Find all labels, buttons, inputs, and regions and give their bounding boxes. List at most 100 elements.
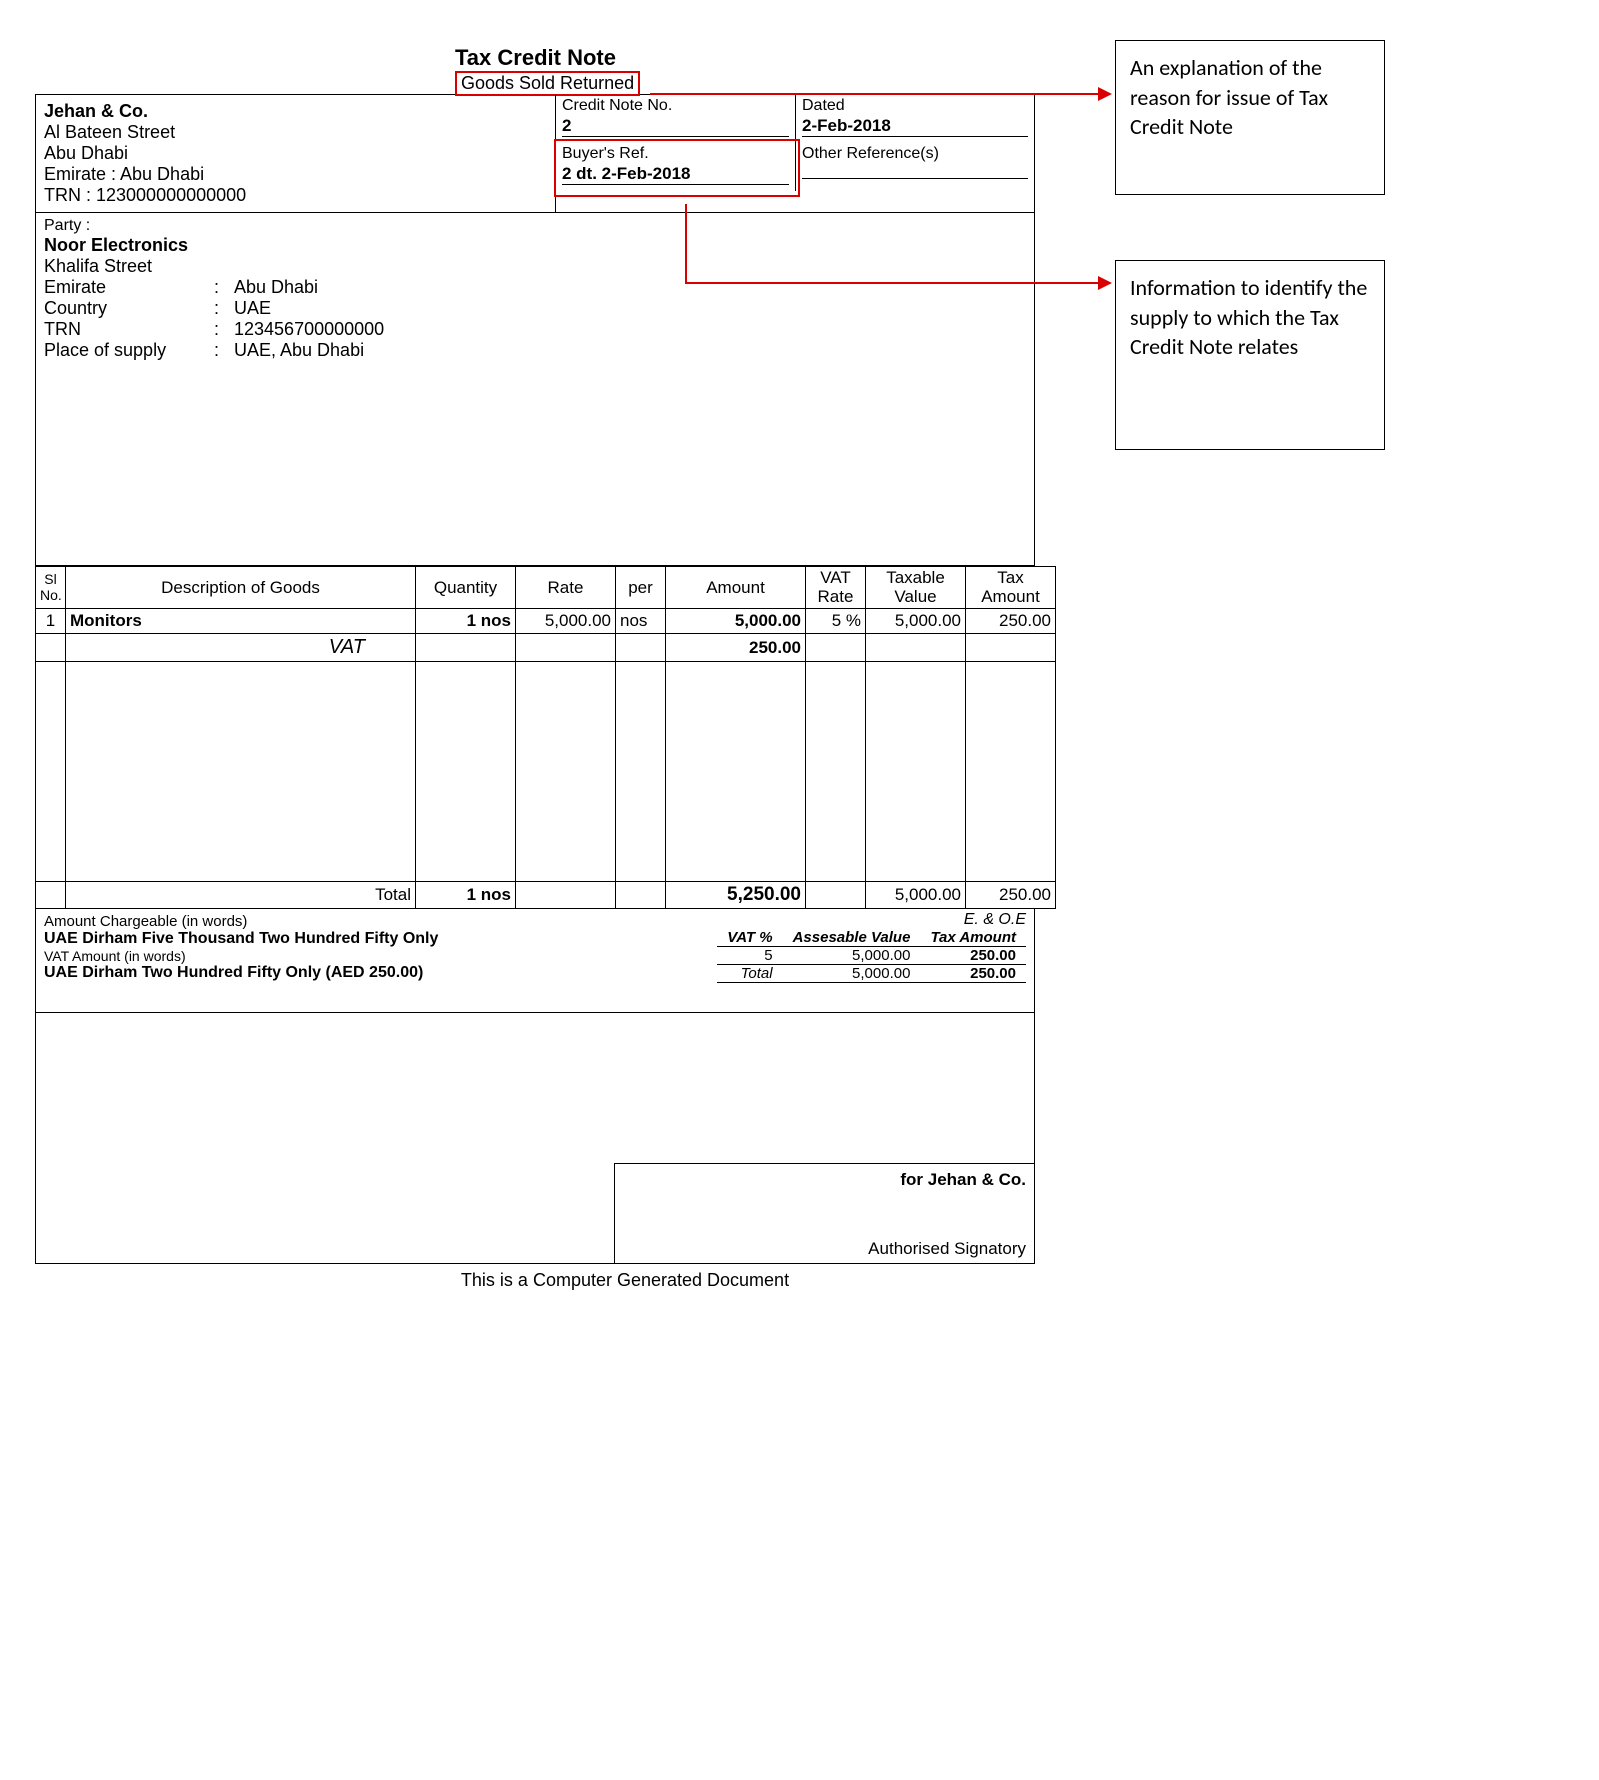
items-tbody: 1 Monitors 1 nos 5,000.00 nos 5,000.00 5… — [36, 609, 1056, 909]
vat-row: VAT 250.00 — [36, 634, 1056, 662]
totals-tax: 250.00 — [966, 882, 1056, 909]
seller-trn-label: TRN : — [44, 185, 96, 205]
other-ref-value — [802, 178, 1028, 179]
col-sl: SlNo. — [36, 567, 66, 609]
credit-note-no: 2 — [562, 116, 789, 137]
seller-block: Jehan & Co. Al Bateen Street Abu Dhabi E… — [36, 95, 556, 212]
seller-emirate-line: Emirate : Abu Dhabi — [44, 164, 547, 185]
auth-signatory: Authorised Signatory — [868, 1239, 1026, 1259]
col-qty: Quantity — [416, 567, 516, 609]
totals-row: Total 1 nos 5,250.00 5,000.00 250.00 — [36, 882, 1056, 909]
vs-tax: 250.00 — [920, 947, 1026, 965]
item-qty: 1 nos — [416, 609, 516, 634]
col-taxable: TaxableValue — [866, 567, 966, 609]
header-box: Jehan & Co. Al Bateen Street Abu Dhabi E… — [35, 94, 1035, 213]
totals-taxable: 5,000.00 — [866, 882, 966, 909]
document-subtitle: Goods Sold Returned — [455, 71, 640, 96]
buyers-ref-label: Buyer's Ref. — [562, 145, 789, 163]
party-pos-row: Place of supply : UAE, Abu Dhabi — [44, 340, 1026, 361]
vs-row: 5 5,000.00 250.00 — [717, 947, 1026, 965]
vs-h1: VAT % — [717, 929, 782, 947]
arrow-1-head-icon — [1098, 87, 1112, 101]
vs-h2: Assesable Value — [783, 929, 921, 947]
items-thead: SlNo. Description of Goods Quantity Rate… — [36, 567, 1056, 609]
dated-label: Dated — [802, 97, 1028, 115]
amount-words-label: Amount Chargeable (in words) — [44, 913, 1026, 930]
party-label: Party : — [44, 217, 1026, 235]
buyers-ref-value: 2 dt. 2-Feb-2018 — [562, 164, 789, 185]
vs-total-label: Total — [717, 965, 782, 983]
dated-cell: Dated 2-Feb-2018 — [796, 95, 1034, 143]
eo-label: E. & O.E — [964, 911, 1026, 929]
party-pos: UAE, Abu Dhabi — [234, 340, 364, 361]
colon-4: : — [214, 340, 234, 361]
party-trn-label: TRN — [44, 319, 214, 340]
arrow-1-line — [650, 93, 1098, 95]
vat-summary-table: VAT % Assesable Value Tax Amount 5 5,000… — [717, 929, 1026, 983]
col-amount: Amount — [666, 567, 806, 609]
meta-spacer — [556, 191, 1034, 212]
seller-name: Jehan & Co. — [44, 101, 547, 122]
page-root: Tax Credit Note Goods Sold Returned Jeha… — [20, 20, 1580, 1760]
col-vatrate: VATRate — [806, 567, 866, 609]
party-name: Noor Electronics — [44, 235, 1026, 256]
col-desc: Description of Goods — [66, 567, 416, 609]
party-emirate-label: Emirate — [44, 277, 214, 298]
callout-supply: Information to identify the supply to wh… — [1115, 260, 1385, 450]
item-vatrate: 5 % — [806, 609, 866, 634]
party-pos-label: Place of supply — [44, 340, 214, 361]
vat-amount: 250.00 — [666, 634, 806, 662]
table-spacer — [36, 662, 1056, 882]
vat-label: VAT — [66, 634, 416, 662]
party-trn-row: TRN : 123456700000000 — [44, 319, 1026, 340]
for-label: for Jehan & Co. — [623, 1170, 1026, 1190]
dated-value: 2-Feb-2018 — [802, 116, 1028, 137]
seller-address1: Al Bateen Street — [44, 122, 547, 143]
colon-1: : — [214, 277, 234, 298]
vs-total-assess: 5,000.00 — [783, 965, 921, 983]
party-trn: 123456700000000 — [234, 319, 384, 340]
items-table: SlNo. Description of Goods Quantity Rate… — [35, 566, 1056, 909]
document-title: Tax Credit Note — [455, 45, 1035, 71]
meta-row-2: Buyer's Ref. 2 dt. 2-Feb-2018 Other Refe… — [556, 143, 1034, 191]
seller-address2: Abu Dhabi — [44, 143, 547, 164]
party-address1: Khalifa Street — [44, 256, 1026, 277]
col-per: per — [616, 567, 666, 609]
seller-emirate-label: Emirate : — [44, 164, 120, 184]
buyers-ref-cell: Buyer's Ref. 2 dt. 2-Feb-2018 — [556, 143, 796, 191]
col-rate: Rate — [516, 567, 616, 609]
vat-summary-block: VAT % Assesable Value Tax Amount 5 5,000… — [717, 929, 1026, 983]
totals-qty: 1 nos — [416, 882, 516, 909]
other-ref-cell: Other Reference(s) — [796, 143, 1034, 191]
arrow-2-head-icon — [1098, 276, 1112, 290]
item-sl: 1 — [36, 609, 66, 634]
arrow-2-v — [685, 204, 687, 284]
vs-vatp: 5 — [717, 947, 782, 965]
vs-h3: Tax Amount — [920, 929, 1026, 947]
colon-3: : — [214, 319, 234, 340]
meta-block: Credit Note No. 2 Dated 2-Feb-2018 Buyer… — [556, 95, 1034, 212]
document-container: Tax Credit Note Goods Sold Returned Jeha… — [35, 45, 1035, 1291]
party-country-row: Country : UAE — [44, 298, 1026, 319]
item-amount: 5,000.00 — [666, 609, 806, 634]
item-per: nos — [616, 609, 666, 634]
seller-trn: 123000000000000 — [96, 185, 246, 205]
arrow-2-line — [685, 282, 1098, 284]
totals-amount: 5,250.00 — [666, 882, 806, 909]
item-taxable: 5,000.00 — [866, 609, 966, 634]
totals-label: Total — [66, 882, 416, 909]
col-tax: TaxAmount — [966, 567, 1056, 609]
party-country: UAE — [234, 298, 271, 319]
seller-trn-line: TRN : 123000000000000 — [44, 185, 547, 206]
vs-total-row: Total 5,000.00 250.00 — [717, 965, 1026, 983]
other-ref-label: Other Reference(s) — [802, 145, 1028, 163]
seller-emirate: Abu Dhabi — [120, 164, 204, 184]
item-rate: 5,000.00 — [516, 609, 616, 634]
party-block: Party : Noor Electronics Khalifa Street … — [35, 213, 1035, 566]
item-desc: Monitors — [66, 609, 416, 634]
amount-words-block: E. & O.E Amount Chargeable (in words) UA… — [35, 909, 1035, 1013]
party-emirate: Abu Dhabi — [234, 277, 318, 298]
footer-block: for Jehan & Co. Authorised Signatory — [35, 1013, 1035, 1264]
party-emirate-row: Emirate : Abu Dhabi — [44, 277, 1026, 298]
table-row: 1 Monitors 1 nos 5,000.00 nos 5,000.00 5… — [36, 609, 1056, 634]
